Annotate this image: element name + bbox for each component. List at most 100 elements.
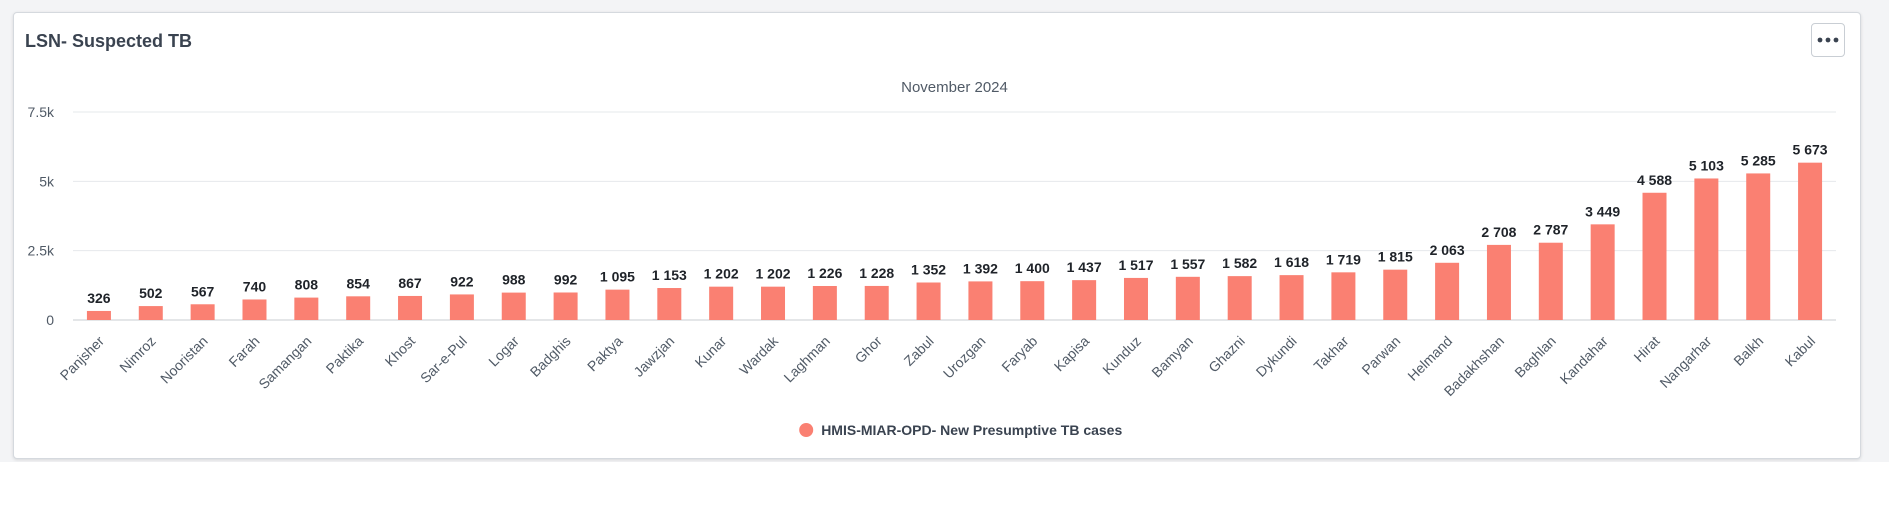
bar-dykundi[interactable] bbox=[1279, 275, 1304, 320]
data-label: 808 bbox=[295, 277, 319, 293]
bar-ghazni[interactable] bbox=[1227, 276, 1252, 320]
x-tick-label: Jawzjan bbox=[630, 333, 677, 380]
data-label: 1 582 bbox=[1222, 255, 1257, 271]
data-label: 4 588 bbox=[1637, 172, 1672, 188]
bar-helmand[interactable] bbox=[1435, 262, 1460, 320]
x-tick-label: Urozgan bbox=[940, 333, 989, 382]
bar-ghor[interactable] bbox=[864, 285, 889, 320]
x-tick-label: Panjsher bbox=[57, 333, 108, 384]
bar-urozgan[interactable] bbox=[968, 281, 993, 320]
data-label: 567 bbox=[191, 283, 215, 299]
bar-nangarhar[interactable] bbox=[1694, 178, 1719, 320]
chart-card: LSN- Suspected TB bbox=[13, 12, 1861, 459]
data-label: 1 618 bbox=[1274, 254, 1309, 270]
x-tick-label: Hirat bbox=[1630, 333, 1662, 365]
x-tick-label: Farah bbox=[225, 333, 262, 370]
x-tick-label: Balkh bbox=[1730, 333, 1766, 369]
x-tick-label: Kabul bbox=[1782, 333, 1819, 370]
x-tick-label: Wardak bbox=[736, 332, 782, 378]
data-label: 988 bbox=[502, 272, 526, 288]
x-tick-label: Kunar bbox=[692, 333, 730, 371]
bar-kabul[interactable] bbox=[1798, 162, 1823, 320]
more-horizontal-icon bbox=[1817, 37, 1839, 43]
data-label: 1 095 bbox=[600, 269, 635, 285]
bar-faryab[interactable] bbox=[1020, 281, 1045, 320]
x-tick-label: Takhar bbox=[1310, 333, 1351, 374]
bar-khost[interactable] bbox=[398, 295, 423, 320]
bar-baghlan[interactable] bbox=[1538, 242, 1563, 320]
y-tick-label: 5k bbox=[39, 173, 55, 189]
data-label: 1 202 bbox=[755, 266, 790, 282]
x-tick-label: Kunduz bbox=[1099, 333, 1144, 378]
x-tick-label: Dykundi bbox=[1253, 333, 1300, 380]
data-label: 1 815 bbox=[1378, 249, 1413, 265]
x-tick-label: Ghor bbox=[852, 333, 886, 367]
x-tick-label: Nangarhar bbox=[1656, 333, 1714, 391]
legend-label[interactable]: HMIS-MIAR-OPD- New Presumptive TB cases bbox=[821, 422, 1122, 438]
x-tick-label: Paktika bbox=[323, 333, 367, 377]
bar-laghman[interactable] bbox=[812, 285, 837, 320]
x-tick-label: Sar-e-Pul bbox=[417, 333, 470, 386]
bar-balkh[interactable] bbox=[1746, 173, 1771, 320]
page-footer-area bbox=[0, 462, 1889, 528]
data-label: 1 437 bbox=[1067, 259, 1102, 275]
bar-kandahar[interactable] bbox=[1590, 224, 1615, 320]
legend-marker[interactable] bbox=[799, 423, 814, 437]
data-label: 5 285 bbox=[1741, 152, 1776, 168]
bar-badakhshan[interactable] bbox=[1486, 244, 1511, 320]
bar-kapisa[interactable] bbox=[1072, 280, 1097, 320]
data-label: 740 bbox=[243, 278, 267, 294]
x-tick-label: Faryab bbox=[998, 333, 1040, 375]
x-tick-label: Paktya bbox=[584, 333, 626, 375]
bar-farah[interactable] bbox=[242, 299, 267, 320]
bar-jawzjan[interactable] bbox=[657, 288, 682, 320]
bar-bamyan[interactable] bbox=[1175, 276, 1200, 320]
bar-badghis[interactable] bbox=[553, 292, 578, 320]
bar-paktika[interactable] bbox=[346, 296, 371, 320]
x-tick-label: Zabul bbox=[901, 333, 937, 369]
x-tick-label: Kapisa bbox=[1051, 333, 1093, 375]
bar-nooristan[interactable] bbox=[190, 304, 215, 320]
data-label: 1 202 bbox=[704, 266, 739, 282]
bar-paktya[interactable] bbox=[605, 289, 630, 320]
data-label: 922 bbox=[450, 273, 474, 289]
bar-wardak[interactable] bbox=[761, 286, 786, 320]
data-label: 1 352 bbox=[911, 262, 946, 278]
data-label: 1 153 bbox=[652, 267, 687, 283]
data-label: 992 bbox=[554, 271, 578, 287]
data-label: 2 063 bbox=[1430, 242, 1465, 258]
bar-kunar[interactable] bbox=[709, 286, 734, 320]
data-label: 5 103 bbox=[1689, 157, 1724, 173]
chart-subtitle: November 2024 bbox=[901, 79, 1008, 96]
x-tick-label: Badghis bbox=[527, 333, 574, 380]
more-options-button[interactable] bbox=[1811, 23, 1845, 57]
bar-panjsher[interactable] bbox=[86, 310, 111, 320]
x-tick-label: Samangan bbox=[255, 333, 314, 392]
y-tick-label: 7.5k bbox=[28, 104, 55, 120]
y-tick-label: 2.5k bbox=[28, 243, 55, 259]
bar-nimroz[interactable] bbox=[138, 306, 163, 320]
bar-hirat[interactable] bbox=[1642, 192, 1667, 320]
chart-title: LSN- Suspected TB bbox=[25, 31, 193, 51]
x-tick-label: Baghlan bbox=[1511, 333, 1559, 381]
bar-zabul[interactable] bbox=[916, 282, 941, 320]
x-tick-label: Ghazni bbox=[1205, 333, 1248, 376]
data-label: 854 bbox=[347, 275, 371, 291]
bar-parwan[interactable] bbox=[1383, 269, 1408, 320]
bar-sar-e-pul[interactable] bbox=[449, 294, 474, 320]
bar-kunduz[interactable] bbox=[1123, 277, 1148, 320]
data-label: 326 bbox=[87, 290, 111, 306]
data-label: 2 708 bbox=[1481, 224, 1516, 240]
x-tick-label: Nimroz bbox=[116, 333, 159, 376]
bar-logar[interactable] bbox=[501, 292, 526, 320]
x-tick-label: Parwan bbox=[1358, 333, 1403, 378]
data-label: 1 228 bbox=[859, 265, 894, 281]
x-tick-label: Logar bbox=[485, 333, 522, 370]
x-tick-label: Khost bbox=[382, 333, 419, 370]
data-label: 5 673 bbox=[1793, 142, 1828, 158]
data-label: 2 787 bbox=[1533, 222, 1568, 238]
data-label: 1 392 bbox=[963, 260, 998, 276]
bar-samangan[interactable] bbox=[294, 297, 319, 320]
bar-takhar[interactable] bbox=[1331, 272, 1356, 320]
data-label: 1 517 bbox=[1118, 257, 1153, 273]
